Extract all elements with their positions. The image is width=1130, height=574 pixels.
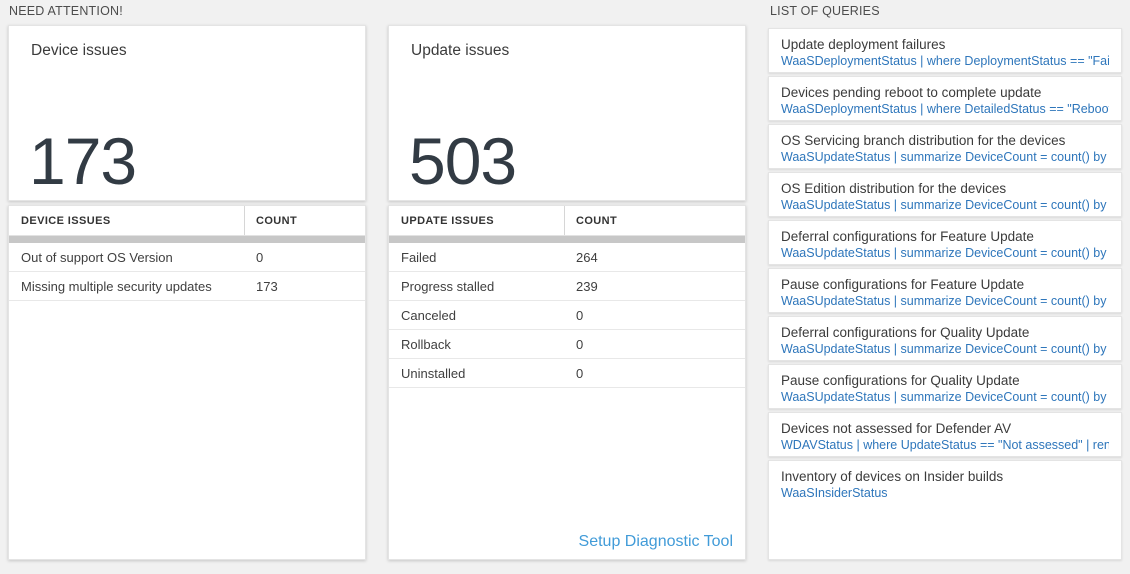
- horizontal-scrollbar[interactable]: [389, 236, 745, 243]
- query-text: WaaSUpdateStatus | summarize DeviceCount…: [781, 390, 1109, 404]
- table-row[interactable]: Failed 264: [389, 243, 745, 272]
- need-attention-section-header: NEED ATTENTION!: [9, 4, 123, 18]
- query-text: WaaSDeploymentStatus | where DetailedSta…: [781, 102, 1109, 116]
- query-title: Devices not assessed for Defender AV: [781, 421, 1012, 436]
- query-item[interactable]: Pause configurations for Feature Update …: [768, 268, 1122, 313]
- query-text: WaaSUpdateStatus | summarize DeviceCount…: [781, 246, 1109, 260]
- table-row[interactable]: Progress stalled 239: [389, 272, 745, 301]
- update-issues-tile[interactable]: Update issues 503: [388, 25, 746, 201]
- query-item[interactable]: OS Servicing branch distribution for the…: [768, 124, 1122, 169]
- issue-label: Out of support OS Version: [21, 249, 173, 265]
- query-text: WaaSUpdateStatus | summarize DeviceCount…: [781, 198, 1109, 212]
- table-row[interactable]: Uninstalled 0: [389, 359, 745, 388]
- count-column-header: COUNT: [576, 214, 618, 227]
- query-item[interactable]: Devices pending reboot to complete updat…: [768, 76, 1122, 121]
- query-text: WDAVStatus | where UpdateStatus == "Not …: [781, 438, 1109, 452]
- query-item[interactable]: Pause configurations for Quality Update …: [768, 364, 1122, 409]
- device-issues-tile-title: Device issues: [31, 42, 127, 59]
- issue-count: 0: [576, 365, 584, 381]
- query-item[interactable]: Inventory of devices on Insider builds W…: [768, 460, 1122, 560]
- issue-label: Failed: [401, 249, 437, 265]
- update-issues-table: UPDATE ISSUES COUNT Failed 264 Progress …: [388, 205, 746, 560]
- setup-diagnostic-tool-link[interactable]: Setup Diagnostic Tool: [578, 533, 733, 550]
- list-of-queries-section-header: LIST OF QUERIES: [770, 4, 880, 18]
- query-title: Pause configurations for Feature Update: [781, 277, 1025, 292]
- issue-label: Uninstalled: [401, 365, 466, 381]
- table-row[interactable]: Canceled 0: [389, 301, 745, 330]
- issue-count: 0: [576, 307, 584, 323]
- query-title: Pause configurations for Quality Update: [781, 373, 1020, 388]
- query-text: WaaSDeploymentStatus | where DeploymentS…: [781, 54, 1109, 68]
- issue-label: Progress stalled: [401, 278, 495, 294]
- table-row[interactable]: Rollback 0: [389, 330, 745, 359]
- update-issues-table-header: UPDATE ISSUES COUNT: [389, 206, 745, 236]
- horizontal-scrollbar[interactable]: [9, 236, 365, 243]
- query-title: Deferral configurations for Feature Upda…: [781, 229, 1034, 244]
- issue-label: Rollback: [401, 336, 451, 352]
- update-issues-count: 503: [409, 123, 517, 198]
- query-text: WaaSInsiderStatus: [781, 486, 888, 500]
- issue-count: 0: [576, 336, 584, 352]
- issue-count: 264: [576, 249, 598, 265]
- device-issues-table-header: DEVICE ISSUES COUNT: [9, 206, 365, 236]
- query-title: Devices pending reboot to complete updat…: [781, 85, 1042, 100]
- update-issues-tile-title: Update issues: [411, 42, 510, 59]
- query-text: WaaSUpdateStatus | summarize DeviceCount…: [781, 150, 1109, 164]
- device-issues-column-header: DEVICE ISSUES: [9, 206, 245, 235]
- issue-count: 0: [256, 249, 264, 265]
- issue-count: 173: [256, 278, 278, 294]
- query-title: OS Servicing branch distribution for the…: [781, 133, 1066, 148]
- device-issues-count: 173: [29, 123, 137, 198]
- query-title: Update deployment failures: [781, 37, 946, 52]
- issue-count: 239: [576, 278, 598, 294]
- query-title: Deferral configurations for Quality Upda…: [781, 325, 1030, 340]
- query-item[interactable]: Update deployment failures WaaSDeploymen…: [768, 28, 1122, 73]
- query-item[interactable]: OS Edition distribution for the devices …: [768, 172, 1122, 217]
- query-item[interactable]: Devices not assessed for Defender AV WDA…: [768, 412, 1122, 457]
- table-row[interactable]: Out of support OS Version 0: [9, 243, 365, 272]
- query-text: WaaSUpdateStatus | summarize DeviceCount…: [781, 342, 1109, 356]
- query-item[interactable]: Deferral configurations for Quality Upda…: [768, 316, 1122, 361]
- list-of-queries-panel: Update deployment failures WaaSDeploymen…: [768, 28, 1122, 560]
- issue-label: Canceled: [401, 307, 456, 323]
- query-title: Inventory of devices on Insider builds: [781, 469, 1004, 484]
- table-row[interactable]: Missing multiple security updates 173: [9, 272, 365, 301]
- count-column-header: COUNT: [256, 214, 298, 227]
- query-item[interactable]: Deferral configurations for Feature Upda…: [768, 220, 1122, 265]
- query-text: WaaSUpdateStatus | summarize DeviceCount…: [781, 294, 1109, 308]
- query-title: OS Edition distribution for the devices: [781, 181, 1007, 196]
- update-issues-column-header: UPDATE ISSUES: [389, 206, 565, 235]
- issue-label: Missing multiple security updates: [21, 278, 212, 294]
- device-issues-table: DEVICE ISSUES COUNT Out of support OS Ve…: [8, 205, 366, 560]
- device-issues-tile[interactable]: Device issues 173: [8, 25, 366, 201]
